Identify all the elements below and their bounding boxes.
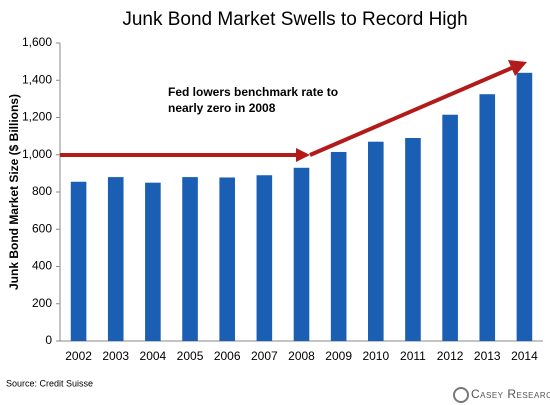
- bar: [405, 137, 421, 341]
- x-tick-label: 2013: [474, 349, 501, 363]
- bar: [219, 177, 235, 341]
- bar: [442, 114, 458, 341]
- bar: [516, 72, 533, 342]
- annotation: Fed lowers benchmark rate to: [168, 85, 338, 99]
- bar: [479, 94, 496, 341]
- y-tick-label: 0: [45, 333, 52, 347]
- bar: [70, 181, 87, 341]
- y-axis-title: Junk Bond Market Size ($ Billions): [7, 94, 21, 290]
- y-tick-label: 1,000: [22, 147, 52, 161]
- source: Source: Credit Suisse: [6, 378, 93, 388]
- y-tick-label: 800: [32, 184, 52, 198]
- x-tick-label: 2011: [400, 349, 426, 363]
- x-tick-label: 2005: [177, 349, 204, 363]
- arrow-head: [296, 148, 310, 162]
- x-tick-label: 2012: [437, 349, 464, 363]
- bar: [368, 141, 384, 341]
- bar: [293, 167, 310, 341]
- arrow: [309, 65, 515, 157]
- bar: [107, 177, 124, 341]
- y-tick-label: 1,600: [22, 35, 52, 49]
- y-tick-label: 200: [32, 296, 52, 310]
- bar: [330, 151, 347, 341]
- brand: Casey Research: [471, 387, 550, 401]
- bar: [256, 175, 273, 341]
- x-tick-label: 2002: [65, 349, 92, 363]
- chart-title: Junk Bond Market Swells to Record High: [122, 9, 467, 30]
- x-tick-label: 2003: [102, 349, 129, 363]
- x-tick-label: 2010: [362, 349, 389, 363]
- y-tick-label: 400: [32, 259, 52, 273]
- y-tick-label: 600: [32, 221, 52, 235]
- x-tick-label: 2006: [214, 349, 241, 363]
- arrow-head: [508, 60, 527, 76]
- logo: Casey Research: [453, 387, 550, 403]
- y-tick-label: 1,200: [22, 110, 52, 124]
- bar: [145, 182, 161, 341]
- x-tick-label: 2007: [251, 349, 278, 363]
- x-tick-label: 2009: [325, 349, 352, 363]
- y-tick-label: 1,400: [22, 72, 52, 86]
- annotation: nearly zero in 2008: [168, 101, 276, 115]
- bar: [182, 177, 198, 341]
- x-tick-label: 2008: [288, 349, 315, 363]
- x-tick-label: 2014: [511, 349, 538, 363]
- x-tick-label: 2004: [140, 349, 167, 363]
